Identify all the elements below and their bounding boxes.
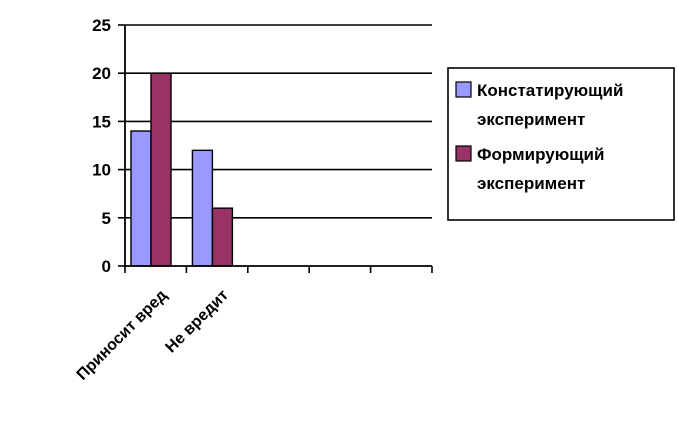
x-category-label: Приносит вред (74, 287, 171, 384)
y-tick-label: 20 (92, 64, 111, 83)
legend-label: эксперимент (477, 174, 585, 193)
y-tick-label: 0 (102, 257, 111, 276)
y-tick-label: 15 (92, 112, 111, 131)
y-tick-label: 10 (92, 161, 111, 180)
legend-label: Констатирующий (477, 81, 623, 100)
x-category-label: Не вредит (162, 287, 232, 357)
bar (130, 130, 152, 267)
bar (211, 207, 234, 267)
legend-box (447, 67, 675, 221)
legend: Констатирующий эксперимент Формирующий эксп… (447, 67, 675, 221)
gridlines (125, 24, 432, 219)
y-tick-label: 25 (92, 16, 111, 35)
y-tick-label: 5 (102, 209, 111, 228)
legend-label: Формирующий (477, 145, 604, 164)
legend-swatch (455, 81, 472, 98)
bar (191, 149, 214, 267)
legend-label: эксперимент (477, 110, 585, 129)
legend-swatch (455, 145, 472, 162)
bar (150, 72, 172, 267)
axes (118, 24, 433, 273)
